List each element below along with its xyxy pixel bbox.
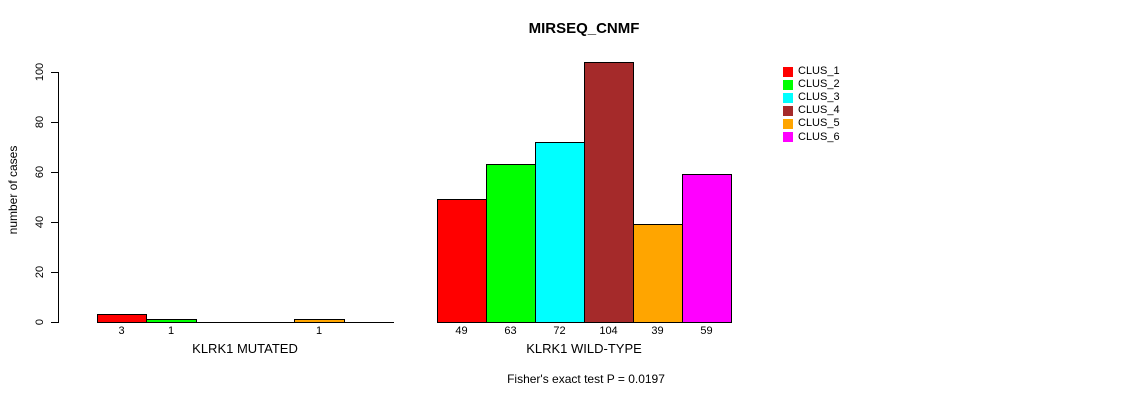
y-axis-line	[58, 72, 59, 323]
bar	[584, 62, 634, 323]
group-baseline	[97, 322, 394, 323]
bar-value-label: 1	[315, 325, 323, 337]
group-axis-label: KLRK1 MUTATED	[192, 341, 298, 356]
legend-item: CLUS_6	[783, 130, 840, 143]
legend-swatch	[783, 118, 793, 129]
y-tick	[51, 322, 58, 323]
bar	[294, 319, 345, 323]
bar	[535, 142, 585, 323]
bar-value-label: 63	[504, 325, 517, 337]
legend-label: CLUS_3	[798, 91, 840, 104]
y-tick-label: 0	[34, 318, 46, 326]
legend-swatch	[783, 79, 793, 90]
bar	[97, 314, 147, 323]
bar-value-label: 59	[700, 325, 713, 337]
bar-value-label: 72	[553, 325, 566, 337]
y-tick	[51, 72, 58, 73]
legend-item: CLUS_2	[783, 78, 840, 91]
bar-value-label: 49	[455, 325, 468, 337]
bar-value-label: 3	[118, 325, 125, 337]
y-tick-label: 60	[34, 165, 46, 179]
y-tick-label: 100	[34, 62, 46, 82]
legend-swatch	[783, 105, 793, 116]
legend-label: CLUS_2	[798, 78, 840, 91]
bar-value-label: 104	[599, 325, 618, 337]
group-axis-label: KLRK1 WILD-TYPE	[526, 341, 642, 356]
bar	[146, 319, 197, 323]
y-axis-label: number of cases	[6, 145, 20, 235]
bar-value-label: 39	[651, 325, 664, 337]
legend-label: CLUS_6	[798, 130, 840, 143]
legend-item: CLUS_4	[783, 104, 840, 117]
y-tick-label: 80	[34, 115, 46, 129]
bar	[682, 174, 732, 323]
y-tick	[51, 222, 58, 223]
legend-label: CLUS_4	[798, 104, 840, 117]
legend: CLUS_1 CLUS_2 CLUS_3 CLUS_4 CLUS_5 CLUS_6	[783, 65, 840, 144]
legend-label: CLUS_5	[798, 117, 840, 130]
legend-swatch	[783, 66, 793, 77]
bar-value-label: 1	[167, 325, 175, 337]
legend-item: CLUS_3	[783, 91, 840, 104]
y-tick	[51, 122, 58, 123]
legend-swatch	[783, 132, 793, 143]
chart-title: MIRSEQ_CNMF	[528, 20, 640, 37]
y-tick	[51, 272, 58, 273]
y-tick-label: 20	[34, 265, 46, 279]
fisher-test-caption: Fisher's exact test P = 0.0197	[507, 372, 665, 386]
y-tick	[51, 172, 58, 173]
legend-item: CLUS_5	[783, 117, 840, 130]
legend-swatch	[783, 92, 793, 103]
y-tick-label: 40	[34, 215, 46, 229]
bar	[486, 164, 536, 323]
legend-label: CLUS_1	[798, 65, 840, 78]
legend-item: CLUS_1	[783, 65, 840, 78]
bar	[633, 224, 683, 323]
bar	[437, 199, 487, 323]
